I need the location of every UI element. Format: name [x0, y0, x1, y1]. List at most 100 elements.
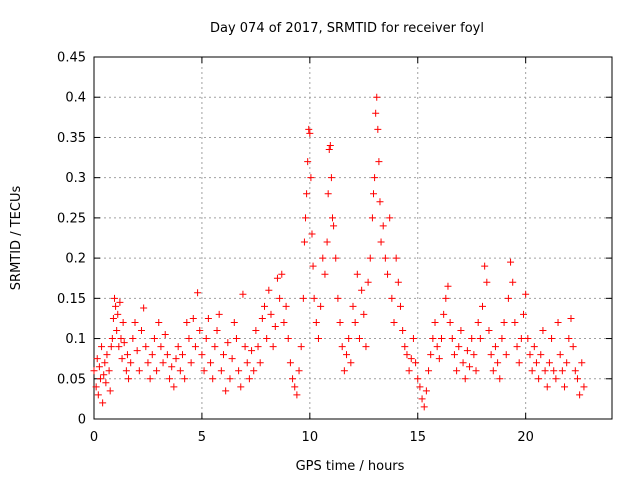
data-point	[401, 343, 409, 351]
data-point	[202, 335, 210, 343]
data-point	[94, 391, 102, 399]
data-point	[425, 367, 433, 375]
data-point	[370, 190, 378, 198]
data-point	[209, 375, 217, 383]
data-point	[526, 351, 534, 359]
data-point	[183, 318, 191, 326]
data-point	[304, 158, 312, 166]
data-point	[530, 343, 538, 351]
data-point	[120, 339, 128, 347]
data-point	[409, 335, 417, 343]
data-point	[310, 294, 318, 302]
data-point	[554, 318, 562, 326]
data-point	[515, 359, 523, 367]
data-point	[399, 327, 407, 335]
data-point	[517, 335, 525, 343]
data-point	[123, 351, 131, 359]
data-point	[303, 190, 311, 198]
data-point	[576, 391, 584, 399]
data-point	[176, 367, 184, 375]
data-point	[309, 262, 317, 270]
data-point	[388, 294, 396, 302]
data-point	[129, 335, 137, 343]
data-point	[450, 351, 458, 359]
data-point	[377, 238, 385, 246]
data-point	[360, 310, 368, 318]
data-point	[135, 367, 143, 375]
data-point	[295, 367, 303, 375]
data-point	[500, 318, 508, 326]
data-point	[170, 383, 178, 391]
data-point	[109, 314, 117, 322]
data-point	[90, 367, 98, 375]
y-tick-label: 0.2	[65, 252, 86, 267]
data-point	[252, 327, 260, 335]
data-point	[159, 359, 167, 367]
data-point	[379, 222, 387, 230]
data-point	[372, 109, 380, 117]
data-point	[494, 359, 502, 367]
data-point	[479, 302, 486, 310]
data-point	[181, 375, 189, 383]
data-point	[282, 302, 290, 310]
data-point	[95, 363, 103, 371]
data-point	[241, 343, 249, 351]
y-tick-label: 0.1	[65, 332, 86, 347]
data-point	[433, 343, 441, 351]
data-point	[376, 198, 384, 206]
data-point	[448, 335, 456, 343]
data-point	[243, 359, 251, 367]
data-point	[112, 302, 120, 310]
data-point	[328, 214, 336, 222]
data-point	[119, 318, 127, 326]
data-point	[299, 294, 307, 302]
data-point	[265, 286, 273, 294]
data-point	[481, 262, 489, 270]
y-tick-label: 0.3	[65, 171, 86, 186]
data-point	[286, 359, 294, 367]
data-point	[368, 214, 376, 222]
y-tick-labels: 0 0.05 0.1 0.15 0.2 0.25 0.3 0.35 0.4 0.45	[57, 51, 86, 428]
data-point	[215, 310, 223, 318]
data-point	[332, 254, 340, 262]
data-point	[200, 367, 208, 375]
data-point	[446, 318, 454, 326]
data-point	[115, 343, 123, 351]
x-tick-label: 15	[409, 430, 426, 445]
data-point	[191, 343, 199, 351]
y-axis-title: SRMTID / TECUs	[9, 186, 24, 291]
data-point	[308, 230, 316, 238]
data-point	[144, 359, 152, 367]
data-point	[92, 383, 100, 391]
data-point	[326, 141, 334, 149]
data-point	[498, 335, 506, 343]
data-point	[204, 314, 212, 322]
data-point	[226, 375, 234, 383]
data-point	[520, 310, 528, 318]
data-point	[103, 351, 111, 359]
data-point	[319, 254, 327, 262]
data-points	[90, 93, 588, 411]
chart-title: Day 074 of 2017, SRMTID for receiver foy…	[210, 21, 484, 36]
data-point	[273, 274, 281, 282]
plot-frame	[93, 56, 613, 420]
y-tick-label: 0.4	[65, 91, 86, 106]
data-point	[118, 355, 126, 363]
data-point	[437, 335, 445, 343]
data-point	[105, 367, 113, 375]
data-point	[453, 367, 461, 375]
data-point	[541, 367, 549, 375]
x-tick-label: 20	[517, 430, 534, 445]
data-point	[405, 367, 413, 375]
data-point	[563, 359, 571, 367]
data-point	[300, 238, 308, 246]
data-point	[153, 367, 161, 375]
data-point	[466, 363, 474, 371]
data-point	[504, 294, 512, 302]
data-point	[187, 359, 195, 367]
data-point	[93, 355, 101, 363]
data-point	[455, 343, 463, 351]
data-point	[207, 359, 215, 367]
data-point	[127, 359, 135, 367]
data-point	[297, 343, 305, 351]
